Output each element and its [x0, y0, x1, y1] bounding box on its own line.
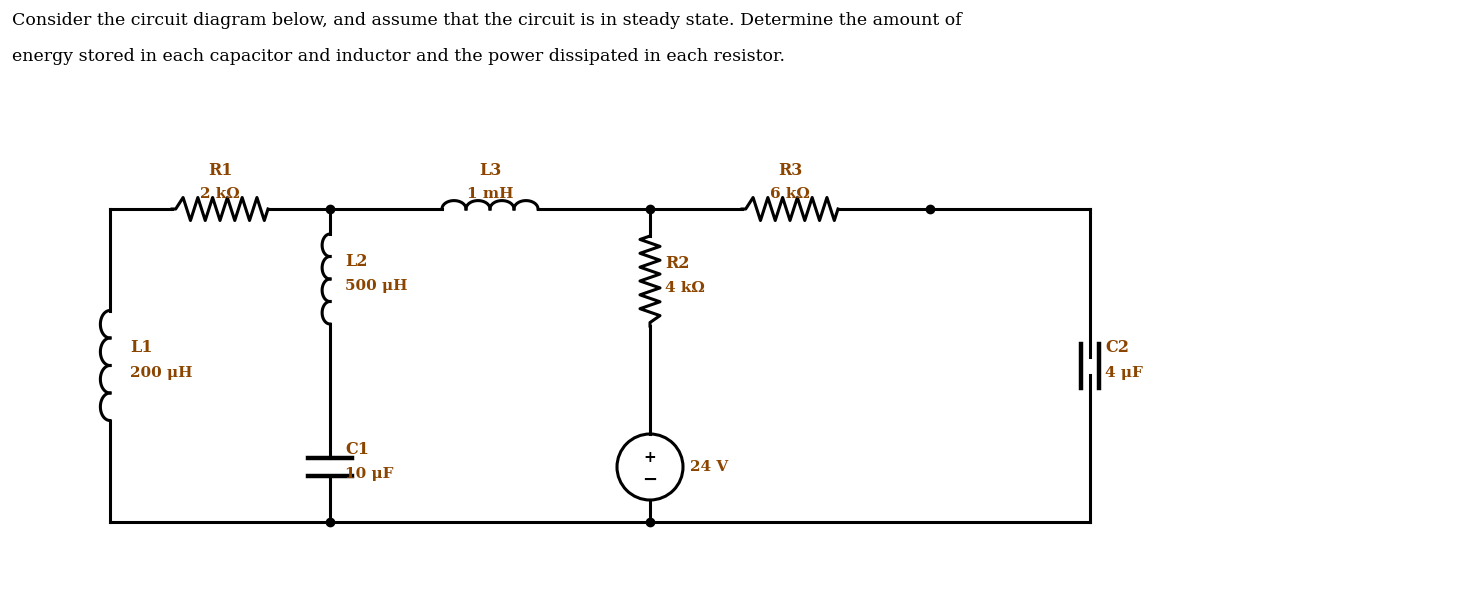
Text: 1 mH: 1 mH — [467, 187, 513, 201]
Text: 4 kΩ: 4 kΩ — [665, 281, 704, 295]
Text: 4 μF: 4 μF — [1105, 365, 1143, 380]
Text: R3: R3 — [779, 162, 802, 179]
Text: 24 V: 24 V — [690, 460, 728, 474]
Text: +: + — [643, 450, 656, 465]
Text: −: − — [643, 471, 658, 489]
Text: 200 μH: 200 μH — [130, 365, 192, 380]
Text: R1: R1 — [207, 162, 232, 179]
Text: 500 μH: 500 μH — [346, 279, 407, 293]
Text: R2: R2 — [665, 254, 690, 271]
Text: energy stored in each capacitor and inductor and the power dissipated in each re: energy stored in each capacitor and indu… — [12, 48, 784, 65]
Text: L2: L2 — [346, 252, 367, 270]
Text: C1: C1 — [346, 441, 369, 457]
Text: L3: L3 — [478, 162, 502, 179]
Text: 6 kΩ: 6 kΩ — [770, 187, 809, 201]
Text: L1: L1 — [130, 339, 153, 356]
Text: C2: C2 — [1105, 339, 1128, 356]
Text: 2 kΩ: 2 kΩ — [200, 187, 239, 201]
Text: 10 μF: 10 μF — [346, 467, 394, 481]
Text: Consider the circuit diagram below, and assume that the circuit is in steady sta: Consider the circuit diagram below, and … — [12, 12, 962, 29]
